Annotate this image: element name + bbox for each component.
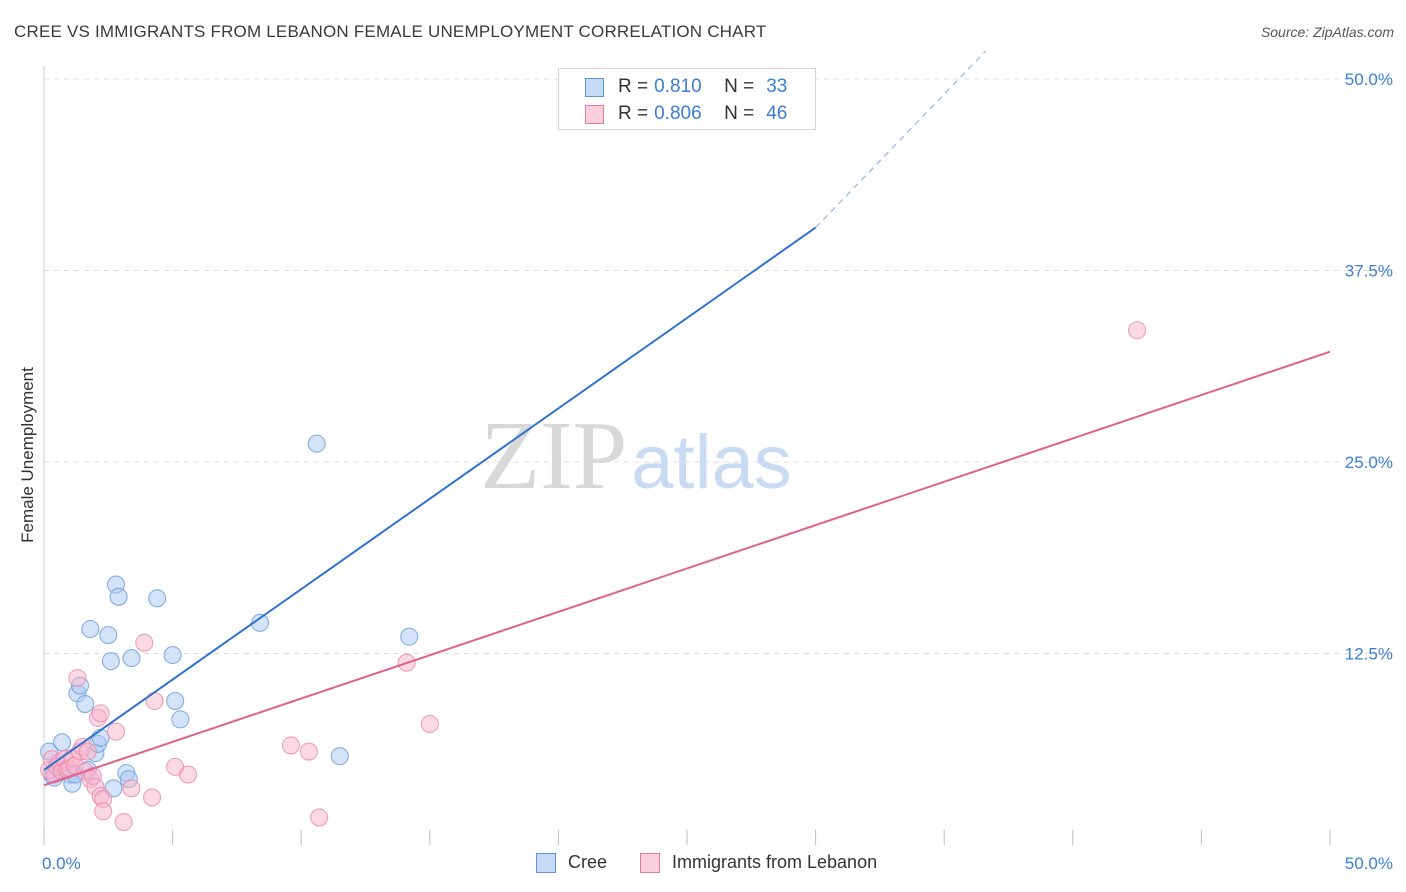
lebanon-point: [420, 714, 439, 734]
source-label: Source: ZipAtlas.com: [1260, 24, 1394, 40]
cree-point: [330, 747, 349, 766]
lebanon-point: [135, 633, 154, 652]
x-tick-label: 50.0%: [1345, 854, 1393, 873]
cree-point: [101, 652, 120, 671]
legend-n-value-lebanon: 46: [766, 103, 788, 124]
lebanon-point: [122, 779, 141, 798]
chart-title: CREE VS IMMIGRANTS FROM LEBANON FEMALE U…: [14, 22, 767, 41]
legend-n-value-cree: 33: [766, 76, 788, 97]
lebanon-point: [94, 802, 113, 821]
lebanon-point: [1128, 321, 1147, 340]
cree-point: [52, 733, 72, 752]
legend-row-cree: R = 0.810 N = 33: [585, 75, 787, 99]
tick-labels: 12.5% 25.0% 37.5% 50.0% 0.0% 50.0%: [42, 70, 1393, 873]
cree-point: [109, 587, 128, 606]
lebanon-point: [178, 765, 198, 784]
lebanon-point: [91, 704, 110, 723]
lebanon-point: [145, 691, 164, 711]
cree-point: [91, 728, 110, 747]
cree-point: [163, 645, 182, 665]
legend-row-lebanon: R = 0.806 N = 46: [585, 102, 787, 126]
lebanon-trend-line: [43, 350, 1331, 787]
axes: [43, 66, 1331, 845]
legend-swatch-lebanon: [640, 852, 660, 873]
x-tick-label: 0.0%: [42, 854, 81, 873]
legend-swatch-cree: [536, 852, 556, 873]
y-tick-label: 12.5%: [1345, 645, 1393, 664]
cree-point: [99, 626, 118, 645]
legend-swatch-cree: [585, 77, 604, 97]
legend-r-value-lebanon: 0.806: [654, 103, 702, 124]
grid: [44, 78, 1392, 654]
watermark-zip-text: ZIP: [480, 402, 627, 510]
y-tick-label: 25.0%: [1345, 453, 1393, 472]
trend-lines: [43, 51, 1331, 787]
lebanon-point: [114, 812, 133, 832]
y-tick-label: 37.5%: [1345, 262, 1393, 281]
legend-r-label: R =: [618, 103, 649, 124]
legend-item-lebanon[interactable]: Immigrants from Lebanon: [640, 852, 877, 873]
legend-n-label: N =: [724, 76, 755, 97]
lebanon-point: [299, 742, 318, 761]
cree-point: [307, 434, 326, 453]
legend-label-lebanon: Immigrants from Lebanon: [672, 852, 878, 872]
legend-item-cree[interactable]: Cree: [536, 852, 607, 873]
correlation-legend: R = 0.810 N = 33 R = 0.806 N = 46: [558, 68, 816, 130]
lebanon-point: [78, 742, 97, 761]
lebanon-point: [142, 788, 162, 807]
legend-label-cree: Cree: [568, 852, 608, 872]
watermark-zip: ZIPatlas: [480, 402, 792, 510]
lebanon-point: [281, 736, 300, 755]
cree-trend-line: [43, 226, 817, 771]
cree-point: [122, 649, 141, 668]
cree-point: [76, 695, 95, 714]
series-legend: Cree Immigrants from Lebanon: [0, 852, 1406, 878]
lebanon-point: [106, 722, 126, 741]
lebanon-point: [68, 668, 87, 688]
cree-trend-extension: [815, 51, 986, 229]
cree-point: [400, 627, 419, 646]
cree-point: [148, 589, 167, 608]
cree-point: [171, 710, 190, 729]
legend-swatch-lebanon: [585, 104, 604, 124]
lebanon-point: [310, 808, 329, 827]
cree-point: [81, 619, 100, 639]
y-tick-label: 50.0%: [1345, 70, 1393, 89]
legend-r-value-cree: 0.810: [654, 76, 702, 97]
watermark-atlas-text: atlas: [631, 420, 792, 505]
legend-r-label: R =: [618, 76, 649, 97]
legend-n-label: N =: [724, 103, 755, 124]
cree-point: [166, 691, 185, 711]
